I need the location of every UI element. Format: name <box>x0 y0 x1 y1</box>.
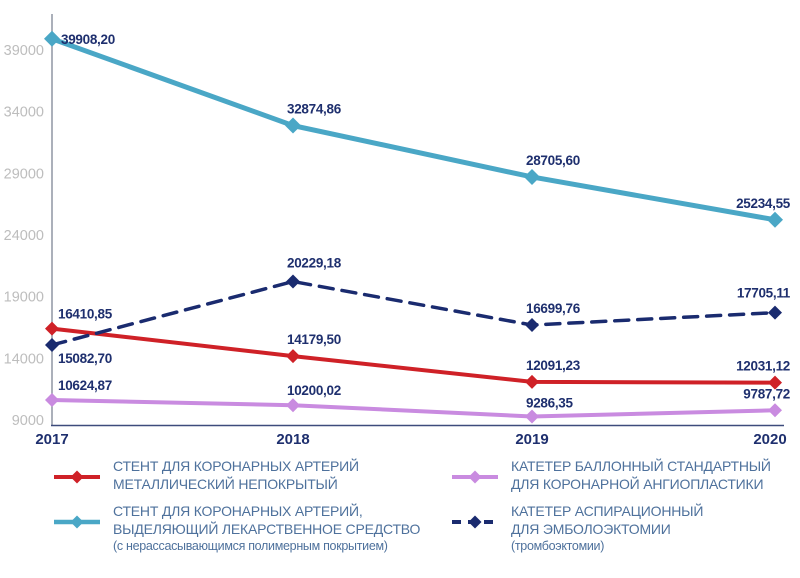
data-point-marker <box>45 337 59 352</box>
legend-label-line: КАТЕТЕР БАЛЛОННЫЙ СТАНДАРТНЫЙ <box>511 458 771 474</box>
data-point-label: 16410,85 <box>58 307 113 322</box>
legend-label: КАТЕТЕР АСПИРАЦИОННЫЙ ДЛЯ ЭМБОЛОЭКТОМИИ … <box>511 503 703 554</box>
x-axis-label: 2020 <box>753 431 786 448</box>
legend-label-line: МЕТАЛЛИЧЕСКИЙ НЕПОКРЫТЫЙ <box>113 475 338 492</box>
legend-swatch-solid-purple-line <box>452 470 498 484</box>
y-axis-tick-label: 9000 <box>12 413 44 429</box>
data-point-label: 12091,23 <box>526 358 581 373</box>
x-axis-label: 2017 <box>35 431 68 448</box>
x-axis-label: 2018 <box>276 431 309 448</box>
y-axis-tick-label: 19000 <box>4 290 44 306</box>
legend-item-balloon-catheter: КАТЕТЕР БАЛЛОННЫЙ СТАНДАРТНЫЙ ДЛЯ КОРОНА… <box>452 458 800 493</box>
x-axis-label: 2019 <box>515 431 548 448</box>
data-point-marker <box>286 398 300 413</box>
data-point-marker <box>286 349 300 364</box>
data-point-label: 39908,20 <box>61 32 115 47</box>
data-point-label: 32874,86 <box>287 102 342 117</box>
legend-label-subline: (с нерассасывающимся полимерным покрытие… <box>113 538 388 553</box>
data-point-label: 10624,87 <box>58 378 112 393</box>
data-point-marker <box>768 305 782 320</box>
legend-label-line: ВЫДЕЛЯЮЩИЙ ЛЕКАРСТВЕННОЕ СРЕДСТВО <box>113 520 421 537</box>
legend-item-drug-eluting-stent: СТЕНТ ДЛЯ КОРОНАРНЫХ АРТЕРИЙ, ВЫДЕЛЯЮЩИЙ… <box>54 503 452 554</box>
line-chart: 9000 14000 19000 24000 29000 34000 39000 2017 20… <box>4 14 791 448</box>
y-axis-tick-label: 24000 <box>4 228 44 244</box>
data-point-label: 28705,60 <box>526 153 580 168</box>
data-point-label: 20229,18 <box>287 256 342 271</box>
data-point-label: 12031,12 <box>736 359 790 374</box>
chart-area: 9000 14000 19000 24000 29000 34000 39000 2017 20… <box>4 14 791 448</box>
y-axis-tick-label: 14000 <box>4 351 44 367</box>
data-point-marker <box>285 117 301 134</box>
series-line <box>49 36 778 223</box>
data-point-label: 9787,72 <box>743 386 790 401</box>
legend-label-line: ДЛЯ КОРОНАРНОЙ АНГИОПЛАСТИКИ <box>511 475 764 492</box>
data-point-marker <box>524 168 540 185</box>
series-line <box>50 279 777 347</box>
y-axis-tick-label: 34000 <box>4 105 44 121</box>
data-point-label: 17705,11 <box>737 286 791 301</box>
legend-swatch-dashed-navy-line <box>452 515 498 529</box>
legend-item-bare-metal-stent: СТЕНТ ДЛЯ КОРОНАРНЫХ АРТЕРИЙ МЕТАЛЛИЧЕСК… <box>54 458 452 493</box>
legend-label-line: СТЕНТ ДЛЯ КОРОНАРНЫХ АРТЕРИЙ <box>113 458 359 474</box>
data-point-label: 16699,76 <box>526 301 581 316</box>
data-point-label: 14179,50 <box>287 332 341 347</box>
legend-label: СТЕНТ ДЛЯ КОРОНАРНЫХ АРТЕРИЙ МЕТАЛЛИЧЕСК… <box>113 458 359 493</box>
data-point-marker <box>45 392 59 407</box>
legend-item-aspiration-catheter: КАТЕТЕР АСПИРАЦИОННЫЙ ДЛЯ ЭМБОЛОЭКТОМИИ … <box>452 503 800 554</box>
legend-label-line: ДЛЯ ЭМБОЛОЭКТОМИИ <box>511 520 671 537</box>
data-point-label: 10200,02 <box>287 383 341 398</box>
series-line <box>50 397 777 419</box>
data-point-marker <box>525 409 539 424</box>
y-axis-tick-label: 29000 <box>4 166 44 182</box>
series-line <box>50 326 777 385</box>
chart-legend: СТЕНТ ДЛЯ КОРОНАРНЫХ АРТЕРИЙ МЕТАЛЛИЧЕСК… <box>0 452 800 554</box>
data-point-marker <box>44 30 60 47</box>
data-point-marker <box>286 274 300 289</box>
data-point-marker <box>767 211 783 228</box>
data-point-label: 25234,55 <box>736 196 791 211</box>
legend-label-subline: (тромбоэктомии) <box>511 538 605 553</box>
data-point-marker <box>45 321 59 336</box>
data-point-marker <box>768 403 782 418</box>
data-point-label: 15082,70 <box>58 351 112 366</box>
legend-label-line: КАТЕТЕР АСПИРАЦИОННЫЙ <box>511 503 704 520</box>
data-point-marker <box>525 374 539 389</box>
legend-swatch-solid-teal-line <box>54 515 100 529</box>
legend-label: КАТЕТЕР БАЛЛОННЫЙ СТАНДАРТНЫЙ ДЛЯ КОРОНА… <box>511 458 771 493</box>
data-point-marker <box>525 318 539 333</box>
y-axis-tick-label: 39000 <box>4 43 44 59</box>
legend-label: СТЕНТ ДЛЯ КОРОНАРНЫХ АРТЕРИЙ, ВЫДЕЛЯЮЩИЙ… <box>113 503 420 554</box>
data-point-label: 9286,35 <box>526 395 573 410</box>
data-point-marker <box>768 375 782 390</box>
legend-swatch-solid-red-line <box>54 470 100 484</box>
legend-label-line: СТЕНТ ДЛЯ КОРОНАРНЫХ АРТЕРИЙ, <box>113 503 363 520</box>
